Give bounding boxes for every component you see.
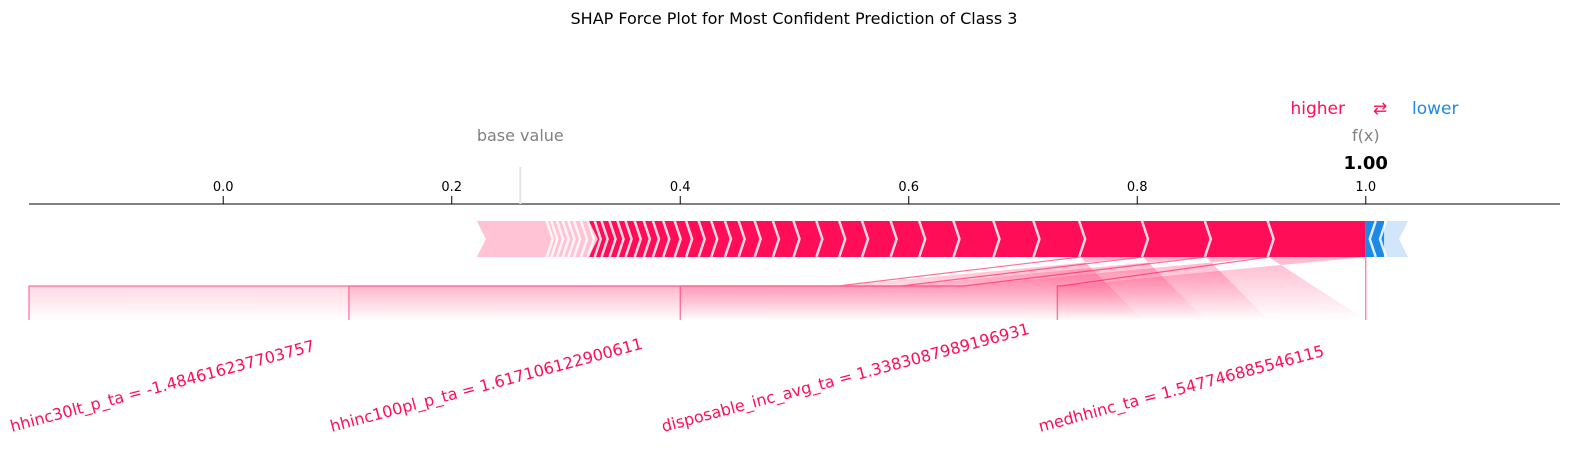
feature-divider [1032, 220, 1041, 258]
feature-divider [662, 220, 671, 258]
feature-label: hhinc100pl_p_ta = 1.617106122900611 [328, 334, 645, 437]
positive-bar [588, 221, 1366, 257]
feature-label: medhhinc_ta = 1.547746885546115 [1036, 341, 1326, 437]
feature-divider [889, 220, 898, 258]
force-bar [476, 220, 1409, 258]
value-labels: base value f(x) 1.00 [477, 126, 1388, 174]
feature-divider [771, 220, 781, 258]
feature-link-fill [29, 257, 1143, 320]
feature-divider [608, 220, 617, 258]
feature-divider [651, 220, 661, 258]
feature-divider [600, 220, 609, 258]
x-axis: 0.0 0.2 0.4 0.6 0.8 1.0 [29, 167, 1560, 205]
feature-divider [737, 220, 746, 258]
legend-lower: lower [1412, 99, 1458, 119]
tick-label: 0.2 [441, 180, 462, 195]
feature-divider [1140, 220, 1150, 258]
feature-divider [1378, 220, 1388, 258]
feature-divider [815, 220, 824, 258]
feature-divider [545, 220, 555, 258]
feature-divider [561, 220, 571, 258]
feature-divider [1077, 220, 1087, 258]
feature-divider [642, 220, 652, 258]
feature-link-line [28, 256, 1081, 320]
feature-divider [952, 220, 961, 258]
feature-divider [550, 220, 559, 258]
feature-divider [838, 220, 847, 258]
feature-divider [723, 220, 733, 258]
tick-label: 0.6 [898, 180, 919, 195]
feature-divider [992, 220, 1001, 258]
feature-label: hhinc30lt_p_ta = -1.484616237703757 [8, 336, 317, 437]
tick-label: 1.0 [1355, 180, 1376, 195]
negative-bar [1365, 221, 1385, 257]
base-value-label: base value [477, 126, 564, 145]
feature-divider [1368, 220, 1377, 258]
feature-divider [753, 220, 762, 258]
feature-divider [860, 220, 870, 258]
feature-divider [792, 220, 801, 258]
fx-label: f(x) [1352, 126, 1380, 145]
legend-higher: higher [1290, 99, 1345, 119]
feature-divider [1266, 220, 1275, 258]
feature-divider [673, 220, 682, 258]
feature-divider [572, 220, 582, 258]
feature-divider [1203, 220, 1213, 258]
feature-label: disposable_inc_avg_ta = 1.33830879891969… [659, 319, 1031, 437]
legend-arrows-icon: ⇄ [1373, 99, 1387, 119]
feature-labels: medhhinc_ta = 1.547746885546115disposabl… [8, 319, 1326, 437]
feature-divider [616, 220, 625, 258]
chart-title: SHAP Force Plot for Most Confident Predi… [571, 9, 1018, 28]
fx-value: 1.00 [1344, 153, 1388, 174]
feature-divider [624, 220, 633, 258]
feature-divider [710, 220, 719, 258]
legend: higher ⇄ lower [1290, 99, 1458, 119]
feature-divider [917, 220, 927, 258]
feature-divider [567, 220, 576, 258]
feature-divider [586, 220, 596, 258]
feature-divider [579, 220, 589, 258]
feature-divider [697, 220, 706, 258]
tick-label: 0.4 [670, 180, 691, 195]
tick-label: 0.8 [1127, 180, 1148, 195]
feature-divider [684, 220, 694, 258]
feature-divider [633, 220, 643, 258]
feature-links [28, 256, 1367, 320]
feature-divider [593, 220, 603, 258]
tick-label: 0.0 [213, 180, 234, 195]
feature-divider [555, 220, 565, 258]
